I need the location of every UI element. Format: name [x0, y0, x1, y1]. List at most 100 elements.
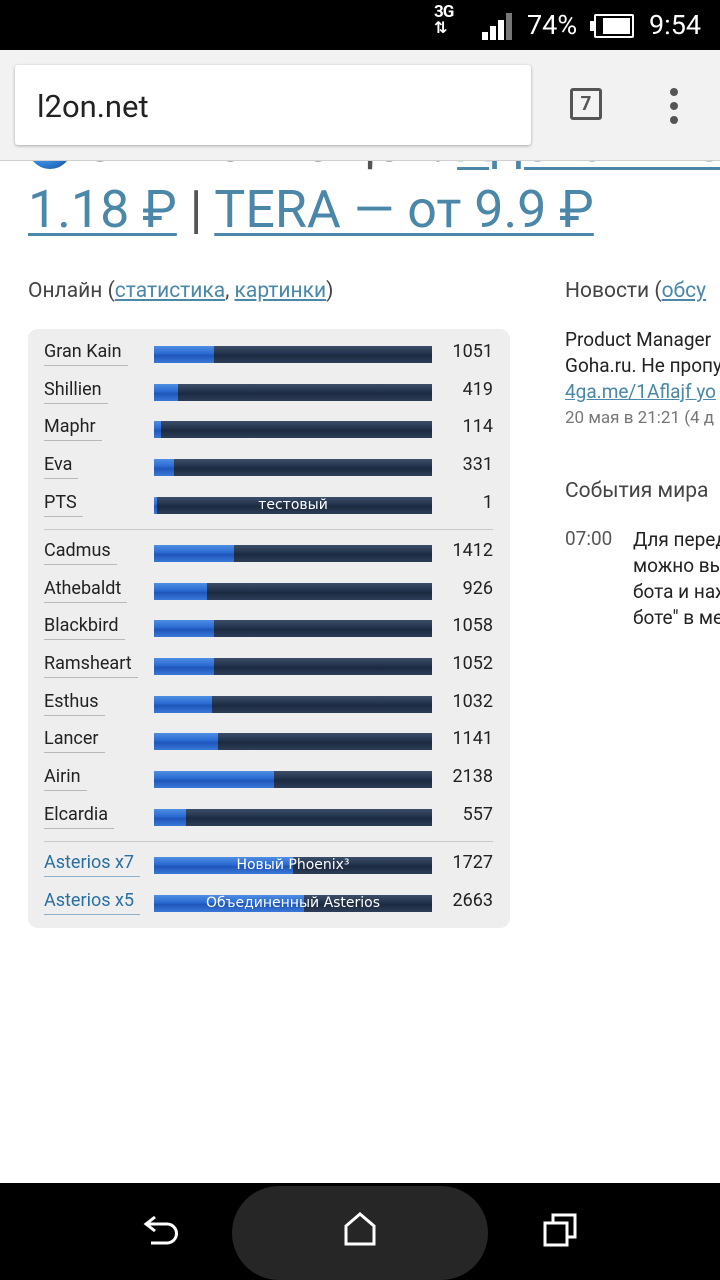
online-count: 926: [462, 578, 493, 599]
online-count: 114: [462, 416, 493, 437]
server-row: Blackbird 1058: [28, 613, 510, 643]
server-name-link[interactable]: Elcardia: [44, 802, 115, 829]
battery-percent: 74%: [527, 9, 578, 41]
navigation-bar: [0, 1183, 720, 1280]
web-page: Снижение цен: Адена L2 С 1.18 ₽ | TERA —…: [0, 161, 720, 1183]
status-bar: 3G ⇅ 74% 9:54: [0, 0, 720, 50]
tera-link[interactable]: TERA — от 9.9 ₽: [214, 179, 594, 240]
globe-icon: [28, 161, 72, 170]
server-name-link[interactable]: Asterios x7: [44, 850, 141, 877]
server-name-link[interactable]: PTS: [44, 490, 83, 517]
server-row: Shillien 419: [28, 377, 510, 407]
paren: (: [107, 279, 115, 303]
network-type: 3G: [434, 2, 454, 22]
server-row: Elcardia 557: [28, 802, 510, 832]
server-row: Gran Kain 1051: [28, 339, 510, 369]
bar-label: Объединенный Asterios: [205, 895, 381, 911]
news-link[interactable]: 4ga.me/1Aflajf yo: [565, 380, 717, 403]
group-divider: [44, 841, 493, 842]
online-count: 1032: [452, 691, 493, 712]
online-count: 1141: [452, 728, 493, 749]
online-bar-fill: [154, 620, 215, 637]
server-row: Asterios x5 Объединенный Asterios 2663: [28, 888, 510, 918]
promo-text: Снижение цен:: [82, 161, 457, 174]
statistics-link[interactable]: статистика: [114, 279, 226, 303]
event-line: Для перед: [633, 528, 720, 551]
online-bar: [154, 583, 432, 600]
server-row: Maphr 114: [28, 414, 510, 444]
server-name-link[interactable]: Ramsheart: [44, 651, 138, 678]
server-row: Lancer 1141: [28, 726, 510, 756]
online-count: 2138: [452, 766, 493, 787]
news-line: Product Manager: [565, 328, 712, 351]
server-name-link[interactable]: Gran Kain: [44, 339, 128, 366]
pictures-link[interactable]: картинки: [234, 279, 327, 303]
server-row: Ramsheart 1052: [28, 651, 510, 681]
online-bar: [154, 696, 432, 713]
recents-icon[interactable]: [543, 1213, 577, 1247]
server-name-link[interactable]: Shillien: [44, 377, 108, 404]
online-bar: [154, 545, 432, 562]
overflow-menu-icon[interactable]: [662, 88, 686, 124]
server-name-link[interactable]: Airin: [44, 764, 87, 791]
price-link[interactable]: 1.18 ₽: [28, 179, 177, 240]
online-bar: [154, 421, 432, 438]
online-bar: [154, 384, 432, 401]
paren: ): [326, 279, 334, 303]
server-name-link[interactable]: Blackbird: [44, 613, 125, 640]
clock: 9:54: [649, 9, 702, 41]
online-count: 2663: [452, 890, 493, 911]
server-row: Eva 331: [28, 452, 510, 482]
network-indicator: 3G ⇅: [434, 2, 454, 36]
paren: (: [654, 279, 662, 303]
server-name-link[interactable]: Cadmus: [44, 538, 117, 565]
news-heading: Новости (обсу: [565, 279, 706, 303]
url-bar[interactable]: l2on.net: [15, 65, 531, 145]
online-bar: [154, 658, 432, 675]
promo-banner: Снижение цен: Адена L2 С 1.18 ₽ | TERA —…: [28, 161, 720, 243]
server-online-panel: Gran Kain 1051 Shillien 419 Maphr 114 Eva 331 PT…: [28, 329, 510, 928]
online-count: 419: [462, 379, 493, 400]
server-name-link[interactable]: Eva: [44, 452, 79, 479]
battery-icon: [590, 14, 634, 38]
adena-link[interactable]: Адена L2 С: [457, 161, 720, 174]
online-bar: [154, 459, 432, 476]
event-time: 07:00: [565, 527, 613, 550]
online-bar: [154, 809, 432, 826]
online-bar-fill: [154, 545, 235, 562]
online-count: 1058: [452, 615, 493, 636]
online-bar: [154, 620, 432, 637]
online-bar-fill: [154, 771, 275, 788]
online-bar-fill: [154, 421, 161, 438]
online-count: 1051: [452, 341, 493, 362]
server-row: Esthus 1032: [28, 689, 510, 719]
online-count: 1727: [452, 852, 493, 873]
server-name-link[interactable]: Lancer: [44, 726, 105, 753]
online-heading: Онлайн (статистика, картинки): [28, 279, 333, 303]
online-label: Онлайн: [28, 279, 103, 303]
server-name-link[interactable]: Esthus: [44, 689, 105, 716]
online-bar: Объединенный Asterios: [154, 895, 432, 912]
online-count: 331: [462, 454, 493, 475]
discuss-link[interactable]: обсу: [661, 279, 707, 303]
home-icon[interactable]: [343, 1211, 377, 1247]
server-row: Cadmus 1412: [28, 538, 510, 568]
online-count: 1412: [452, 540, 493, 561]
server-row: Athebaldt 926: [28, 576, 510, 606]
online-bar-fill: [154, 857, 293, 874]
server-name-link[interactable]: Athebaldt: [44, 576, 128, 603]
online-bar: [154, 771, 432, 788]
server-name-link[interactable]: Asterios x5: [44, 888, 141, 915]
event-line: можно вы: [633, 554, 720, 577]
online-bar-fill: [154, 658, 215, 675]
online-bar-fill: [154, 497, 158, 514]
banner-separator: |: [189, 179, 203, 240]
bar-label: Новый Phoenix³: [236, 857, 350, 873]
online-count: 1: [482, 492, 493, 513]
server-name-link[interactable]: Maphr: [44, 414, 102, 441]
online-bar-fill: [154, 733, 218, 750]
online-count: 557: [462, 804, 493, 825]
browser-toolbar: l2on.net 7: [0, 50, 720, 161]
back-icon[interactable]: [143, 1213, 179, 1247]
tab-switcher-button[interactable]: 7: [570, 88, 602, 120]
